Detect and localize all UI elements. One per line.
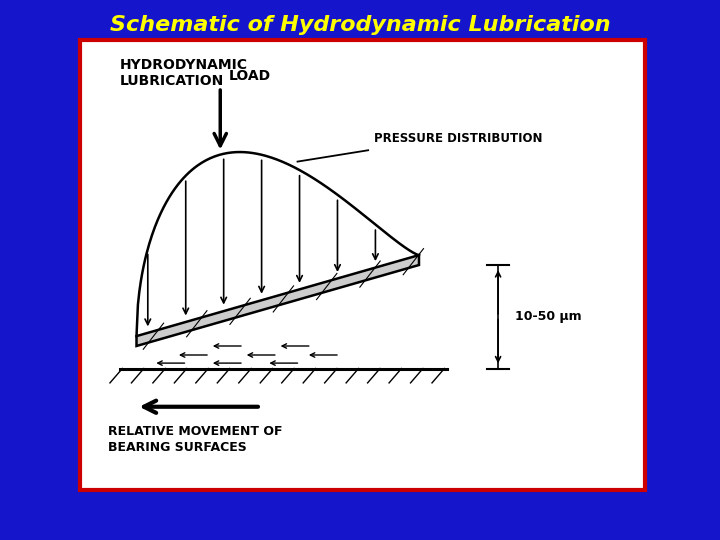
Text: Schematic of Hydrodynamic Lubrication: Schematic of Hydrodynamic Lubrication: [109, 15, 611, 35]
FancyBboxPatch shape: [80, 40, 645, 490]
